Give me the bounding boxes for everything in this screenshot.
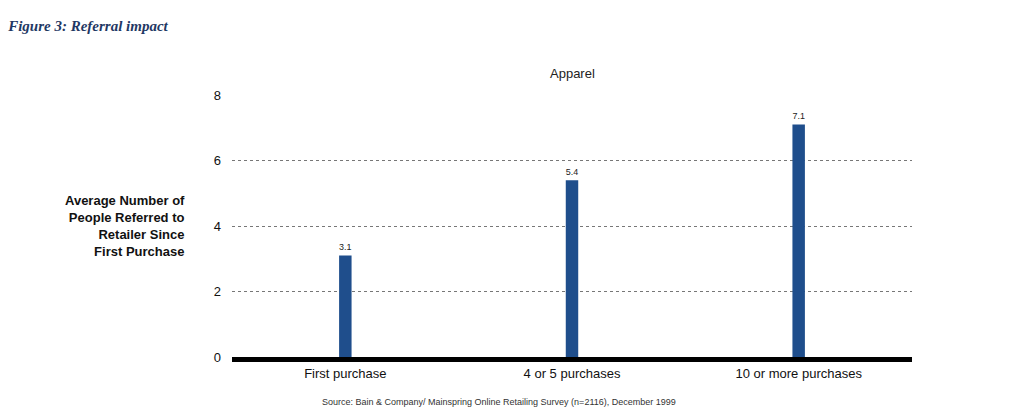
svg-text:Source: Bain & Company/ Mainsp: Source: Bain & Company/ Mainspring Onlin… [322,397,676,407]
svg-text:6: 6 [214,153,221,168]
svg-text:3.1: 3.1 [339,242,351,252]
svg-text:Figure 3: Referral impact: Figure 3: Referral impact [7,18,168,34]
svg-text:10 or more purchases: 10 or more purchases [735,366,862,381]
svg-text:Apparel: Apparel [550,66,595,81]
svg-text:8: 8 [214,88,221,103]
svg-text:2: 2 [214,284,221,299]
svg-text:4: 4 [214,219,221,234]
svg-text:0: 0 [214,350,221,365]
svg-text:First purchase: First purchase [304,366,386,381]
svg-text:5.4: 5.4 [566,167,578,177]
svg-text:Average Number ofPeople Referr: Average Number ofPeople Referred toRetai… [65,193,185,259]
svg-text:4 or 5 purchases: 4 or 5 purchases [524,366,621,381]
svg-text:7.1: 7.1 [792,111,804,121]
